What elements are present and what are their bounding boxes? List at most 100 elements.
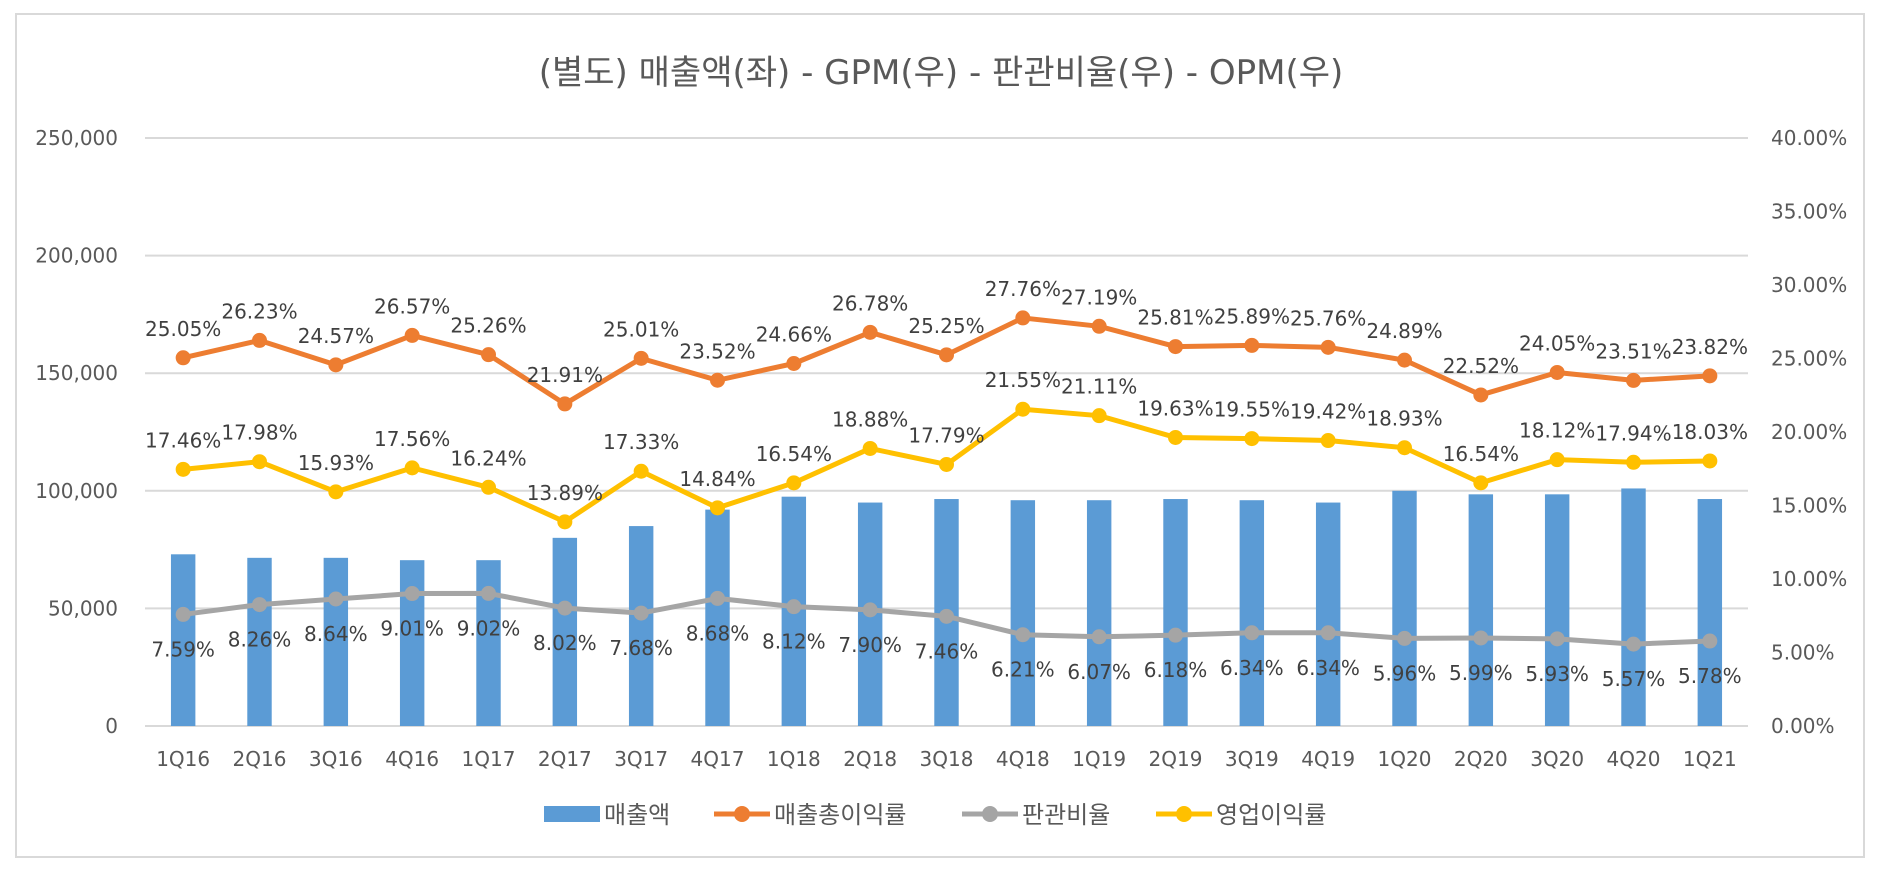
data-label-영업이익률: 16.24% — [450, 446, 526, 470]
point-매출총이익률-1Q17 — [481, 347, 496, 363]
data-label-판관비율: 5.96% — [1373, 661, 1437, 685]
data-label-영업이익률: 19.63% — [1137, 396, 1213, 420]
point-영업이익률-1Q19 — [1091, 408, 1107, 424]
data-label-매출총이익률: 25.05% — [145, 317, 221, 341]
point-매출총이익률-2Q16 — [252, 332, 267, 348]
x-tick-label: 3Q16 — [309, 747, 363, 771]
data-label-판관비율: 9.01% — [380, 617, 444, 641]
bar-3Q19 — [1239, 500, 1265, 726]
bar-1Q17 — [476, 560, 501, 726]
point-매출총이익률-1Q16 — [175, 350, 191, 366]
data-label-매출총이익률: 21.91% — [527, 363, 603, 387]
right-tick-label: 10.00% — [1771, 567, 1847, 591]
point-판관비율-1Q19 — [1091, 629, 1107, 645]
data-label-판관비율: 6.07% — [1067, 660, 1131, 684]
point-판관비율-3Q16 — [328, 591, 344, 607]
point-영업이익률-4Q19 — [1320, 433, 1336, 449]
data-label-판관비율: 8.68% — [686, 621, 750, 645]
data-label-영업이익률: 18.12% — [1519, 419, 1595, 443]
x-tick-label: 4Q18 — [996, 747, 1050, 771]
data-label-영업이익률: 15.93% — [298, 451, 374, 475]
legend-label-영업이익률: 영업이익률 — [1216, 801, 1326, 829]
data-label-매출총이익률: 22.52% — [1443, 354, 1519, 378]
point-영업이익률-1Q20 — [1397, 440, 1412, 456]
point-판관비율-2Q20 — [1473, 630, 1489, 646]
point-매출총이익률-3Q19 — [1244, 337, 1260, 353]
right-tick-label: 35.00% — [1771, 200, 1847, 224]
bar-2Q17 — [552, 537, 578, 726]
data-label-매출총이익률: 25.76% — [1290, 306, 1366, 330]
point-영업이익률-3Q16 — [328, 484, 344, 500]
data-label-판관비율: 6.34% — [1220, 656, 1284, 680]
data-label-매출총이익률: 24.57% — [298, 324, 374, 348]
x-tick-label: 3Q18 — [920, 747, 974, 771]
point-매출총이익률-3Q17 — [633, 350, 649, 366]
left-tick-label: 200,000 — [35, 244, 118, 268]
data-label-매출총이익률: 26.23% — [221, 299, 297, 323]
x-axis: 1Q16 2Q16 3Q16 4Q16 1Q17 2Q17 3Q17 4Q17 1Q18 2Q18… — [156, 747, 1737, 771]
point-판관비율-1Q20 — [1397, 630, 1412, 646]
bar-2Q20 — [1468, 494, 1494, 726]
data-label-매출총이익률: 24.05% — [1519, 331, 1595, 355]
x-tick-label: 4Q17 — [691, 747, 745, 771]
legend-marker-영업이익률 — [1176, 806, 1192, 822]
point-판관비율-4Q20 — [1626, 636, 1641, 652]
x-tick-label: 2Q19 — [1149, 747, 1203, 771]
bar-3Q17 — [628, 526, 654, 726]
data-label-판관비율: 6.18% — [1144, 658, 1208, 682]
point-판관비율-3Q18 — [939, 608, 954, 624]
data-label-영업이익률: 16.54% — [756, 442, 832, 466]
data-label-영업이익률: 19.42% — [1290, 400, 1366, 424]
x-tick-label: 4Q20 — [1607, 747, 1661, 771]
data-label-매출총이익률: 24.66% — [756, 322, 832, 346]
x-tick-label: 3Q20 — [1530, 747, 1584, 771]
data-label-영업이익률: 18.03% — [1672, 420, 1748, 444]
data-label-매출총이익률: 26.57% — [374, 294, 450, 318]
point-매출총이익률-3Q20 — [1549, 364, 1565, 380]
legend: 매출액 매출총이익률 판관비율 영업이익률 — [544, 801, 1326, 829]
bar-4Q18 — [1010, 500, 1036, 726]
data-label-매출총이익률: 25.89% — [1214, 304, 1290, 328]
data-label-매출총이익률: 25.25% — [908, 314, 984, 338]
point-매출총이익률-4Q18 — [1015, 310, 1031, 326]
point-영업이익률-4Q20 — [1626, 454, 1641, 470]
data-label-매출총이익률: 27.19% — [1061, 285, 1137, 309]
point-영업이익률-2Q19 — [1168, 429, 1183, 445]
x-tick-label: 1Q18 — [767, 747, 821, 771]
data-label-판관비율: 8.02% — [533, 631, 597, 655]
point-매출총이익률-4Q19 — [1320, 339, 1336, 355]
data-label-판관비율: 5.99% — [1449, 661, 1513, 685]
legend-swatch-매출액 — [544, 806, 600, 822]
x-tick-label: 3Q17 — [614, 747, 668, 771]
data-label-판관비율: 6.21% — [991, 658, 1055, 682]
point-판관비율-1Q17 — [481, 585, 496, 601]
point-매출총이익률-2Q20 — [1473, 387, 1489, 403]
data-label-영업이익률: 17.56% — [374, 427, 450, 451]
point-매출총이익률-3Q16 — [328, 357, 344, 373]
point-판관비율-1Q21 — [1702, 633, 1718, 649]
x-tick-label: 2Q18 — [843, 747, 897, 771]
data-label-매출총이익률: 23.51% — [1595, 339, 1671, 363]
data-label-영업이익률: 17.33% — [603, 430, 679, 454]
bar-2Q19 — [1163, 499, 1188, 726]
point-판관비율-2Q16 — [252, 597, 267, 613]
point-영업이익률-3Q18 — [939, 456, 954, 472]
left-tick-label: 0 — [105, 714, 118, 738]
right-tick-label: 40.00% — [1771, 126, 1847, 150]
line-series: 25.05%26.23%24.57%26.57%25.26% 21.91%25.0… — [145, 277, 1748, 691]
data-label-영업이익률: 17.98% — [221, 421, 297, 445]
data-label-매출총이익률: 25.81% — [1137, 306, 1213, 330]
x-tick-label: 2Q17 — [538, 747, 592, 771]
point-판관비율-3Q17 — [633, 605, 649, 621]
point-판관비율-1Q18 — [786, 599, 802, 615]
data-label-판관비율: 9.02% — [457, 616, 521, 640]
bar-3Q20 — [1544, 494, 1570, 726]
point-판관비율-4Q16 — [404, 586, 420, 602]
data-label-판관비율: 5.93% — [1525, 662, 1589, 686]
point-매출총이익률-2Q17 — [557, 396, 573, 412]
right-tick-label: 20.00% — [1771, 420, 1847, 444]
point-매출총이익률-4Q16 — [404, 327, 420, 343]
point-매출총이익률-2Q18 — [862, 324, 878, 340]
legend-label-매출액: 매출액 — [604, 801, 670, 829]
